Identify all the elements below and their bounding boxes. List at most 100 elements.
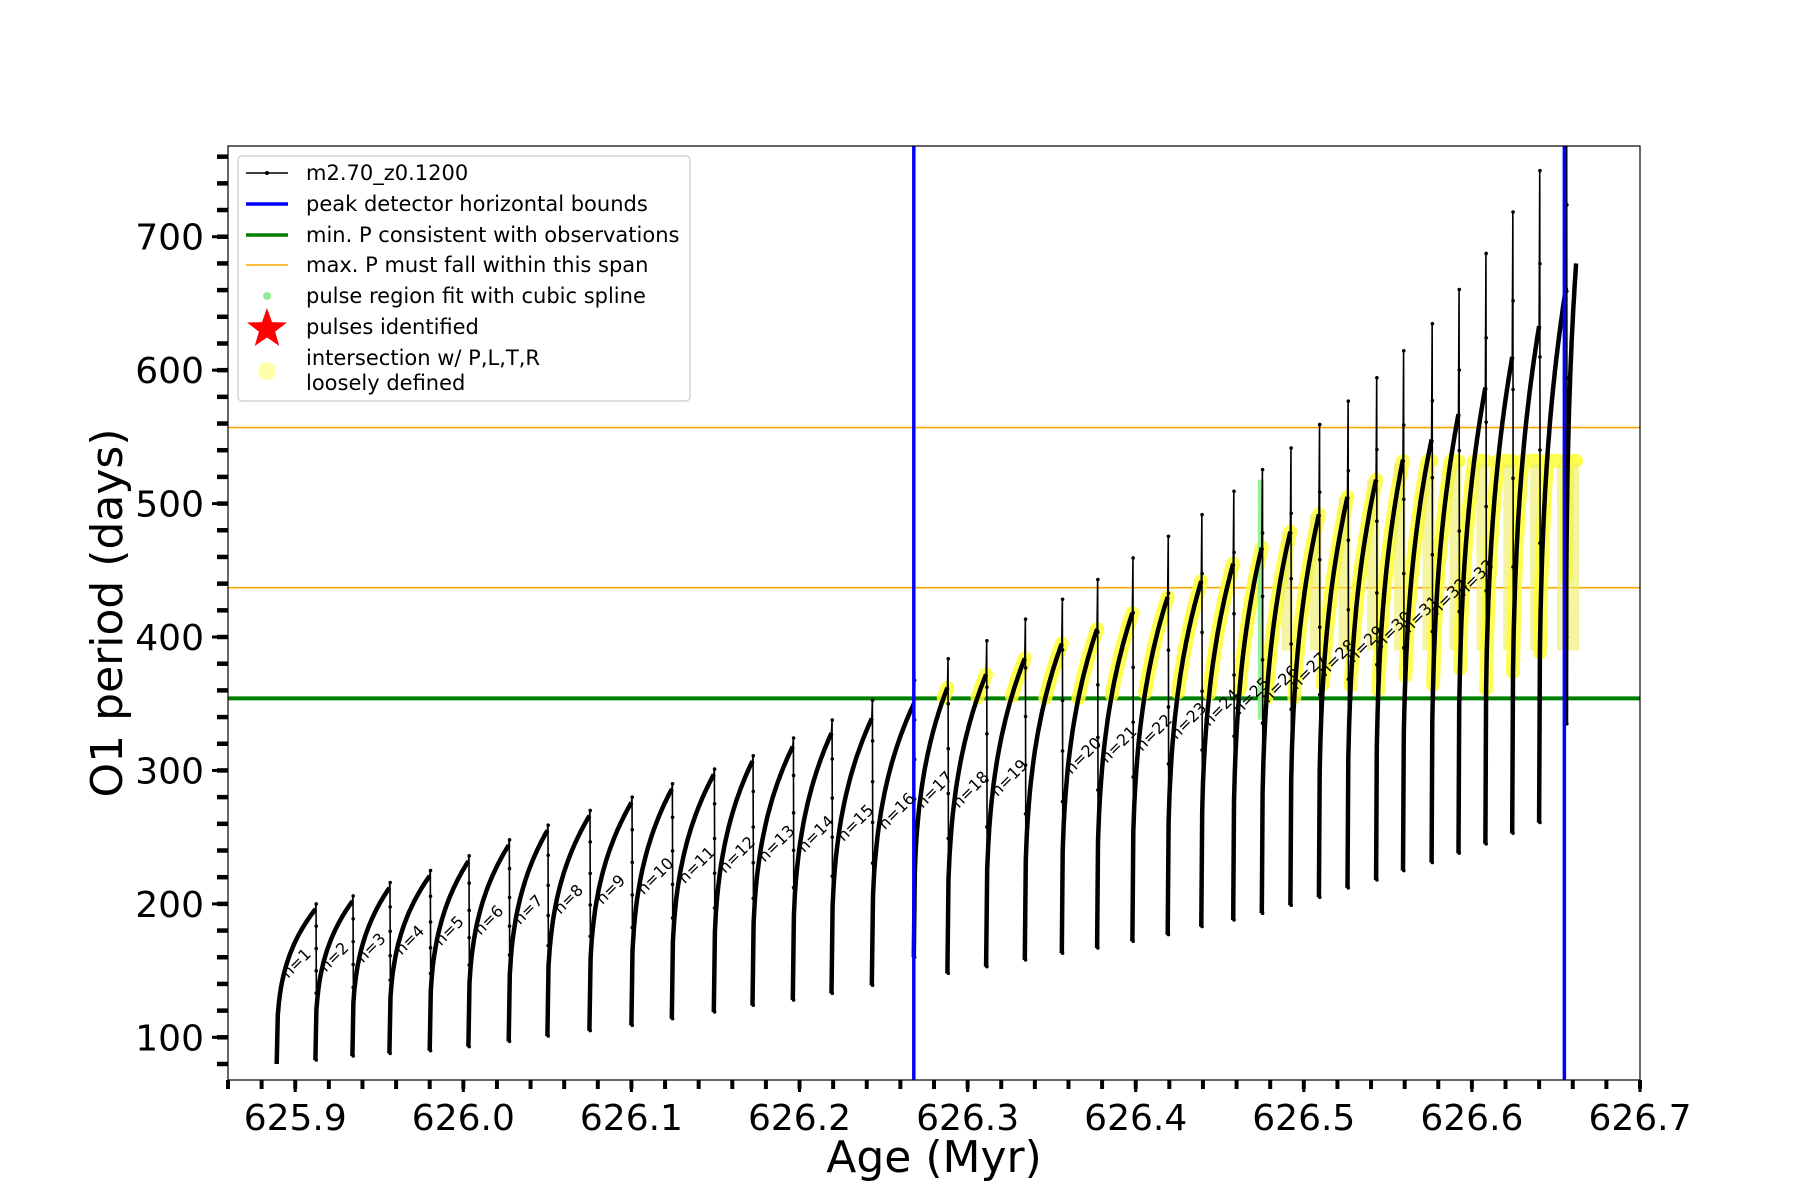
- data-point: [1023, 666, 1028, 670]
- data-point: [1317, 490, 1322, 494]
- pulse-curve: [1345, 479, 1379, 888]
- pulse-curve: [1400, 439, 1434, 871]
- y-tick-label: 600: [135, 351, 204, 392]
- y-tick-label: 200: [135, 885, 204, 926]
- data-point: [1096, 893, 1100, 898]
- y-tick-label: 700: [135, 218, 204, 259]
- data-point: [507, 866, 512, 871]
- data-point: [946, 971, 951, 976]
- pulse-curve: [750, 745, 795, 1006]
- vertical-bound-lines: [912, 146, 1567, 1080]
- legend-label: peak detector horizontal bounds: [306, 192, 648, 216]
- data-point: [751, 825, 756, 829]
- data-point: [1023, 909, 1028, 914]
- data-point: [1401, 720, 1406, 724]
- data-point: [1060, 951, 1065, 956]
- x-tick-label: 626.0: [412, 1098, 515, 1139]
- data-point: [751, 896, 756, 901]
- data-point: [546, 823, 550, 827]
- data-point: [1317, 760, 1322, 764]
- pulse-curve: [427, 859, 471, 1051]
- legend-marker-icon: [265, 171, 269, 175]
- data-point: [1200, 571, 1204, 576]
- data-point: [428, 920, 433, 924]
- data-point: [428, 997, 433, 1001]
- data-point: [1060, 900, 1065, 905]
- data-point: [1401, 571, 1406, 576]
- data-point: [791, 923, 796, 927]
- data-point: [467, 908, 471, 913]
- data-point: [1457, 851, 1462, 855]
- data-point: [712, 802, 717, 806]
- data-point: [670, 849, 675, 853]
- data-point: [507, 1039, 512, 1044]
- data-point: [1260, 594, 1265, 599]
- legend-label: pulse region fit with cubic spline: [306, 284, 646, 308]
- data-point: [1166, 762, 1171, 766]
- data-point: [830, 991, 835, 996]
- data-point: [1484, 420, 1488, 424]
- data-point: [588, 934, 593, 939]
- data-point: [546, 943, 550, 948]
- data-point: [1166, 648, 1171, 652]
- data-point: [351, 985, 355, 990]
- data-point: [588, 808, 593, 813]
- data-point: [314, 902, 319, 906]
- data-point: [1346, 468, 1351, 473]
- legend-label: intersection w/ P,L,T,R: [306, 346, 540, 370]
- data-point: [1430, 629, 1435, 634]
- data-point: [870, 902, 875, 906]
- data-point: [1346, 816, 1351, 821]
- data-point: [1232, 795, 1236, 800]
- data-point: [1457, 770, 1462, 775]
- data-point: [751, 1003, 756, 1008]
- data-point: [1166, 875, 1171, 880]
- data-point: [712, 975, 717, 980]
- data-point: [946, 656, 951, 661]
- pulse-curve: [1373, 459, 1406, 880]
- data-point: [946, 836, 951, 841]
- data-point: [1430, 475, 1435, 480]
- data-point: [985, 685, 989, 690]
- data-point: [946, 746, 951, 751]
- pulse-curve: [1022, 642, 1064, 960]
- data-point: [870, 861, 875, 865]
- data-point: [670, 882, 675, 887]
- data-point: [1232, 918, 1236, 922]
- data-point: [1375, 375, 1379, 380]
- legend-star-icon: [247, 308, 287, 346]
- x-tick-label: 626.7: [1588, 1098, 1691, 1139]
- data-point: [751, 932, 756, 936]
- data-point: [946, 701, 951, 706]
- y-tick-label: 100: [135, 1018, 204, 1059]
- data-point: [1260, 467, 1265, 472]
- x-axis: 625.9 626.0 626.1 626.2 626.3 626.4 626.5 626.6…: [226, 1080, 1692, 1139]
- data-point: [1200, 865, 1204, 870]
- data-point: [1096, 682, 1100, 687]
- data-point: [1317, 895, 1322, 900]
- pulse-curve: [869, 702, 916, 986]
- data-point: [1096, 788, 1100, 792]
- data-point: [1430, 398, 1435, 403]
- data-point: [985, 638, 989, 643]
- data-point: [1200, 748, 1204, 752]
- data-point: [1484, 504, 1488, 509]
- data-point: [830, 952, 835, 957]
- data-point: [985, 964, 989, 969]
- data-point: [1538, 355, 1542, 359]
- data-point: [630, 925, 635, 930]
- legend-label: loosely defined: [306, 371, 465, 395]
- data-point: [507, 838, 512, 842]
- pulse-curve: [1456, 387, 1488, 854]
- data-point: [751, 753, 756, 758]
- data-point: [388, 905, 392, 909]
- data-point: [1200, 807, 1204, 811]
- data-point: [1260, 911, 1265, 916]
- pulse-curve: [387, 874, 432, 1054]
- data-point: [985, 871, 989, 876]
- data-point: [1060, 799, 1065, 804]
- data-point: [314, 924, 319, 928]
- data-point: [467, 990, 471, 994]
- data-point: [1511, 298, 1515, 303]
- data-point: [1289, 772, 1293, 777]
